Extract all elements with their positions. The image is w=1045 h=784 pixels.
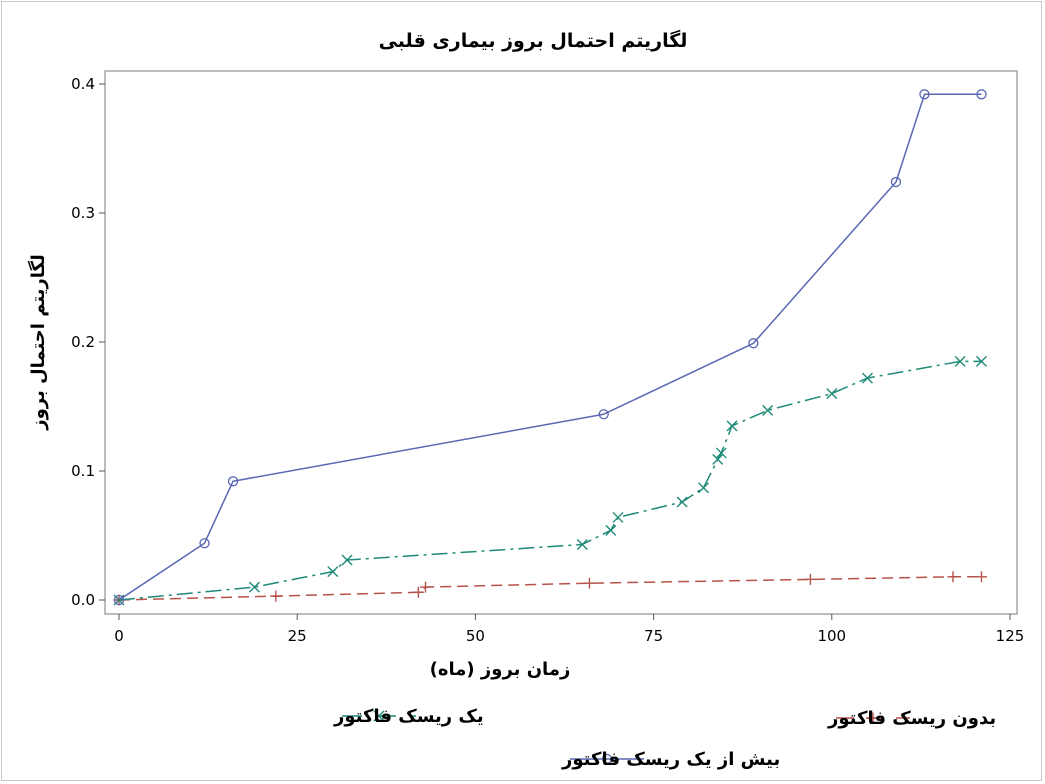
circle-marker <box>601 753 613 765</box>
plus-marker <box>583 577 595 589</box>
legend-label: یک ریسک فاکتور <box>333 706 484 727</box>
plus-marker <box>270 590 282 602</box>
plus-marker <box>412 586 424 598</box>
x-marker <box>762 404 774 416</box>
x-marker <box>676 496 688 508</box>
y-tick-label: 0.4 <box>71 75 95 93</box>
x-marker <box>248 581 260 593</box>
x-axis: 0 25 50 75 100 125 <box>114 614 1024 645</box>
series-path <box>118 576 982 601</box>
circle-marker <box>113 594 125 606</box>
y-tick-label: 0.1 <box>71 462 95 480</box>
plus-marker <box>975 571 987 583</box>
plot-area <box>104 70 1018 615</box>
circle-marker <box>890 176 902 188</box>
plus-marker <box>804 573 816 585</box>
circle-marker <box>598 409 609 420</box>
x-marker <box>612 511 624 523</box>
series-path <box>118 93 982 601</box>
circle-marker <box>919 89 930 100</box>
legend-label: بیش از یک ریسک فاکتور <box>561 749 780 770</box>
x-marker <box>712 453 724 465</box>
x-marker <box>576 539 588 551</box>
y-axis: 0.0 0.1 0.2 0.3 0.4 <box>71 75 105 609</box>
y-tick-label: 0.0 <box>71 591 95 609</box>
legend: یک ریسک فاکتور بدون ریسک فاکتور بیش از یک … <box>333 706 996 770</box>
x-marker <box>341 554 353 566</box>
plus-marker <box>867 712 879 724</box>
legend-label: بدون ریسک فاکتور <box>827 708 996 729</box>
x-tick-label: 25 <box>288 627 307 645</box>
circle-marker <box>748 338 759 349</box>
x-marker <box>726 420 738 432</box>
x-marker <box>861 372 873 384</box>
x-tick-label: 100 <box>817 627 846 645</box>
chart-title: لگاریتم احتمال بروز بیماری قلبی <box>379 29 688 52</box>
x-marker <box>826 388 838 400</box>
x-axis-label: زمان بروز (ماه) <box>430 659 571 680</box>
legend-item: بیش از یک ریسک فاکتور <box>561 749 780 770</box>
x-marker <box>975 355 987 367</box>
x-marker <box>715 447 727 459</box>
x-marker <box>698 482 709 494</box>
x-tick-label: 50 <box>466 627 485 645</box>
x-tick-label: 75 <box>644 627 663 645</box>
x-marker <box>373 710 385 722</box>
circle-marker <box>227 476 239 487</box>
plus-marker <box>420 581 432 593</box>
circle-marker <box>199 538 210 549</box>
series-layer <box>113 89 987 606</box>
series-path <box>118 360 982 601</box>
x-marker <box>327 566 339 578</box>
circle-marker <box>976 89 987 100</box>
legend-item: یک ریسک فاکتور <box>333 706 484 727</box>
y-axis-label: لگاریتم احتمال بروز <box>27 254 49 431</box>
x-tick-label: 0 <box>114 627 124 645</box>
y-tick-label: 0.2 <box>71 333 95 351</box>
x-marker <box>954 355 966 367</box>
x-marker <box>605 524 617 536</box>
series-line <box>113 355 987 606</box>
series-line <box>113 89 987 606</box>
y-tick-label: 0.3 <box>71 204 95 222</box>
x-tick-label: 125 <box>996 627 1025 645</box>
plus-marker <box>947 571 959 583</box>
legend-item: بدون ریسک فاکتور <box>827 708 996 729</box>
